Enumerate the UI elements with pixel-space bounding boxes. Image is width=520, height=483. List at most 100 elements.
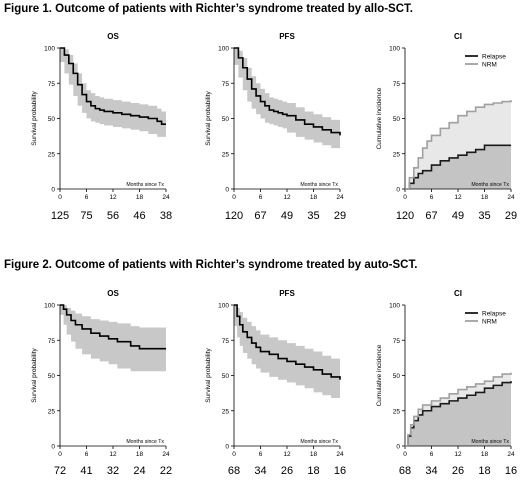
at-risk-count: 26: [452, 465, 464, 477]
y-tick-label: 50: [48, 373, 56, 380]
relapse-area: [405, 145, 511, 189]
legend-label-relapse: Relapse: [482, 311, 506, 318]
at-risk-count: 35: [307, 210, 319, 222]
x-tick-label: 12: [454, 194, 462, 201]
relapse-area: [405, 381, 511, 446]
y-tick-label: 100: [389, 303, 400, 310]
at-risk-count: 24: [133, 465, 145, 477]
at-risk-count: 32: [107, 465, 119, 477]
relapse-curve: [405, 381, 512, 447]
x-tick-label: 0: [232, 194, 236, 201]
x-tick-label: 6: [430, 451, 434, 458]
x-tick-label: 24: [162, 451, 170, 458]
at-risk-count: 34: [425, 465, 437, 477]
x-axis-label: Months since Tx: [471, 182, 509, 188]
x-tick-label: 18: [310, 451, 318, 458]
x-tick-label: 18: [310, 194, 318, 201]
at-risk-count: 49: [281, 210, 293, 222]
panel-title: OS: [107, 32, 119, 41]
survival-curve: [234, 304, 341, 380]
y-tick-label: 50: [222, 116, 230, 123]
at-risk-count: 29: [505, 210, 517, 222]
survival-curve: [60, 47, 166, 125]
y-axis-label: Survival probability: [31, 90, 38, 145]
y-tick-label: 25: [48, 151, 56, 158]
at-risk-count: 49: [452, 210, 464, 222]
at-risk-count: 125: [51, 210, 69, 222]
y-tick-label: 25: [393, 408, 401, 415]
at-risk-count: 68: [228, 465, 240, 477]
figure-2-ci-panel: 0 25 50 75 100 0 6 12 18 24 CI Months since Tx Cumul…: [376, 289, 517, 477]
figure-2-os-panel: 0 25 50 75 100 0 6 12 18 24 OS Months since Tx Survi…: [31, 289, 172, 477]
at-risk-count: 35: [478, 210, 490, 222]
panel-title: OS: [107, 289, 119, 298]
nrm-curve: [405, 372, 512, 447]
panel-title: PFS: [279, 32, 295, 41]
at-risk-count: 67: [254, 210, 266, 222]
panel-title: CI: [454, 289, 462, 298]
y-tick-label: 50: [222, 373, 230, 380]
x-tick-label: 24: [162, 194, 170, 201]
at-risk-count: 18: [307, 465, 319, 477]
x-axis-label: Months since Tx: [300, 439, 338, 445]
y-axis-label: Survival probability: [205, 347, 212, 402]
survival-curve: [234, 47, 341, 136]
figure-1-pfs-panel: 0 25 50 75 100 0 6 12 18 24 PFS Months since Tx Surv…: [205, 32, 346, 222]
y-tick-label: 100: [218, 46, 229, 53]
y-tick-label: 0: [396, 187, 400, 194]
legend-label-relapse: Relapse: [482, 54, 506, 61]
at-risk-count: 68: [399, 465, 411, 477]
figure-1-title: Figure 1. Outcome of patients with Richt…: [4, 3, 413, 15]
y-tick-label: 0: [396, 444, 400, 451]
panel-title: PFS: [279, 289, 295, 298]
x-tick-label: 12: [109, 451, 117, 458]
y-axis-label: Survival probability: [31, 347, 38, 402]
relapse-curve: [405, 144, 511, 190]
panel-title: CI: [454, 32, 462, 41]
y-tick-label: 0: [51, 444, 55, 451]
x-tick-label: 12: [283, 194, 291, 201]
figure-1-ci-panel: 0 25 50 75 100 0 6 12 18 24 CI Months since Tx Cumul…: [376, 32, 517, 222]
at-risk-count: 41: [80, 465, 92, 477]
x-tick-label: 0: [58, 194, 62, 201]
figure-2-pfs-panel: 0 25 50 75 100 0 6 12 18 24 PFS Months since Tx Surv…: [205, 289, 346, 477]
x-tick-label: 6: [430, 194, 434, 201]
x-tick-label: 0: [58, 451, 62, 458]
survival-curve: [60, 304, 166, 350]
at-risk-count: 16: [505, 465, 517, 477]
at-risk-count: 16: [334, 465, 346, 477]
at-risk-count: 120: [396, 210, 414, 222]
y-axis-label: Cumulative incidence: [376, 344, 383, 406]
x-tick-label: 24: [507, 194, 515, 201]
at-risk-count: 120: [225, 210, 243, 222]
x-tick-label: 6: [85, 194, 89, 201]
x-axis-label: Months since Tx: [471, 439, 509, 445]
y-tick-label: 100: [218, 303, 229, 310]
x-tick-label: 6: [259, 451, 263, 458]
y-tick-label: 25: [48, 408, 56, 415]
confidence-band: [60, 48, 166, 137]
nrm-curve: [405, 100, 512, 190]
at-risk-count: 75: [80, 210, 92, 222]
x-tick-label: 0: [403, 451, 407, 458]
y-tick-label: 50: [393, 373, 401, 380]
at-risk-count: 18: [478, 465, 490, 477]
figure-2-title: Figure 2. Outcome of patients with Richt…: [4, 259, 418, 271]
y-tick-label: 75: [222, 81, 230, 88]
x-tick-label: 12: [283, 451, 291, 458]
x-tick-label: 12: [454, 451, 462, 458]
y-tick-label: 100: [389, 46, 400, 53]
y-tick-label: 50: [48, 116, 56, 123]
figure-1-os-panel: 0 25 50 75 100 0 6 12 18 24 OS Months since Tx Survi…: [31, 32, 172, 222]
x-axis-label: Months since Tx: [300, 182, 338, 188]
x-tick-label: 12: [109, 194, 117, 201]
y-axis-label: Cumulative incidence: [376, 87, 383, 149]
x-tick-label: 24: [507, 451, 515, 458]
at-risk-count: 29: [334, 210, 346, 222]
y-tick-label: 25: [222, 408, 230, 415]
x-tick-label: 0: [232, 451, 236, 458]
x-tick-label: 24: [336, 451, 344, 458]
y-tick-label: 50: [393, 116, 401, 123]
legend-label-nrm: NRM: [482, 319, 497, 326]
y-tick-label: 25: [393, 151, 401, 158]
